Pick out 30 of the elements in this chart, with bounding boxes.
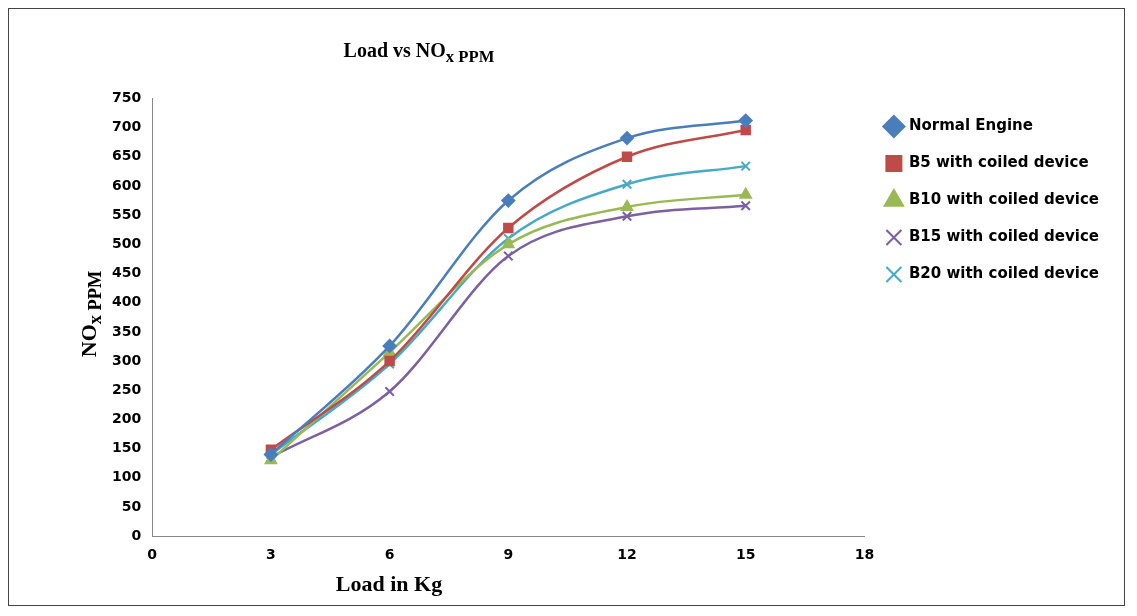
y-tick-label: 500 (111, 234, 142, 251)
y-tick-label: 300 (111, 351, 142, 368)
y-tick-label: 450 (111, 264, 142, 281)
legend-label: B5 with coiled device (908, 153, 1089, 172)
y-tick-label: 550 (111, 205, 142, 222)
x-tick-label: 12 (617, 546, 637, 563)
y-tick-label: 100 (111, 468, 142, 485)
x-tick-label: 0 (147, 546, 158, 563)
x-tick-label: 18 (854, 546, 875, 563)
x-tick-label: 6 (384, 546, 395, 563)
y-tick-label: 600 (111, 176, 142, 193)
y-tick-label: 350 (111, 322, 142, 339)
y-tick-label: 650 (111, 147, 142, 164)
x-tick-label: 9 (503, 546, 514, 563)
y-tick-label: 750 (111, 89, 142, 106)
x-axis-title: Load in Kg (335, 571, 443, 596)
legend-label: B20 with coiled device (908, 264, 1099, 283)
x-tick-label: 3 (266, 546, 276, 563)
y-tick-label: 150 (111, 439, 142, 456)
x-tick-label: 15 (735, 546, 756, 563)
legend-label: B10 with coiled device (908, 190, 1099, 209)
y-tick-label: 250 (111, 380, 142, 397)
chart-title: Load vs NO$_{x PPM}$ (342, 39, 496, 67)
y-tick-label: 700 (111, 118, 142, 135)
legend-label: Normal Engine (908, 116, 1033, 135)
y-tick-label: 200 (111, 410, 142, 427)
y-tick-label: 50 (121, 497, 142, 514)
y-tick-label: 400 (111, 293, 142, 310)
legend-label: B15 with coiled device (908, 227, 1099, 246)
y-tick-label: 0 (131, 526, 142, 543)
